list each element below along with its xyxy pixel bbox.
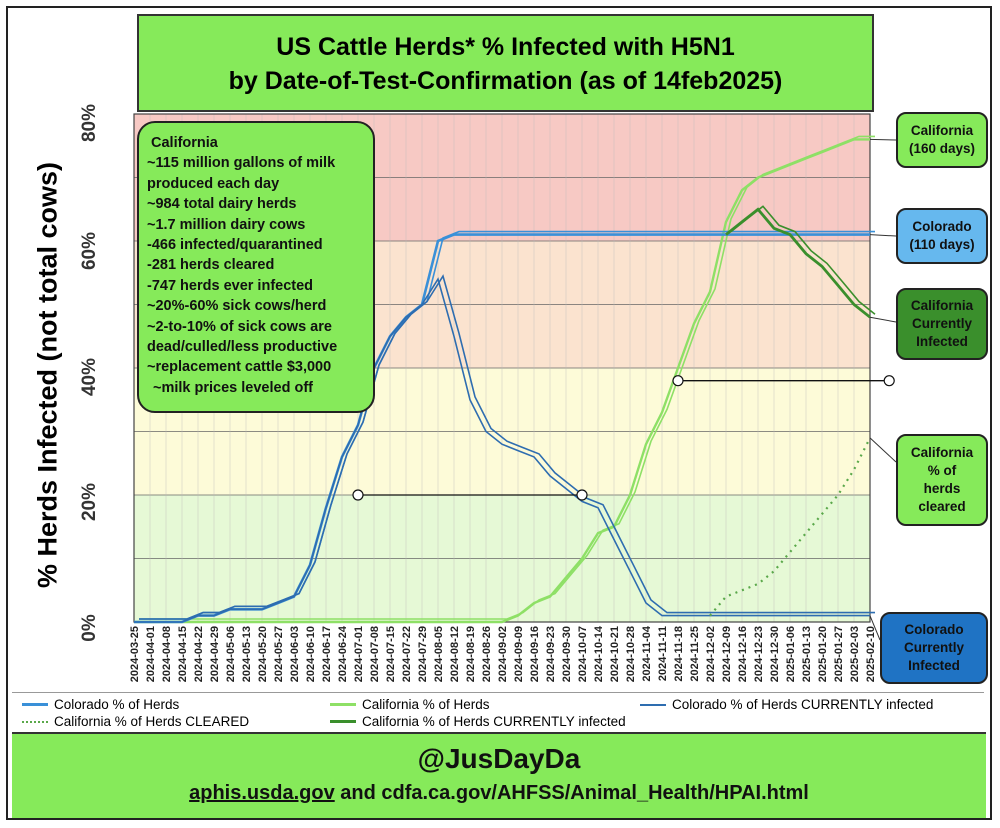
x-tick-label: 2025-01-27 bbox=[833, 626, 845, 682]
x-tick-label: 2024-09-16 bbox=[529, 626, 541, 682]
california-duration-marker-end bbox=[883, 375, 895, 387]
legend-item: California % of Herds CURRENTLY infected bbox=[330, 714, 626, 729]
legend-item: Colorado % of Herds bbox=[22, 697, 179, 712]
x-tick-label: 2024-08-12 bbox=[449, 626, 461, 682]
x-tick-label: 2024-07-29 bbox=[417, 626, 429, 682]
x-tick-label: 2024-07-22 bbox=[401, 626, 413, 682]
source-line: aphis.usda.gov and cdfa.ca.gov/AHFSS/Ani… bbox=[189, 782, 809, 804]
x-tick-label: 2024-04-01 bbox=[145, 626, 157, 682]
title-line-2: by Date-of-Test-Confirmation (as of 14fe… bbox=[228, 67, 783, 95]
series-line-colorado-current bbox=[134, 277, 870, 623]
x-tick-label: 2024-10-07 bbox=[577, 626, 589, 682]
x-tick-label: 2024-08-26 bbox=[481, 626, 493, 682]
title-line-1: US Cattle Herds* % Infected with H5N1 bbox=[276, 33, 735, 61]
callout-connector bbox=[869, 615, 881, 641]
x-tick-label: 2024-12-23 bbox=[753, 626, 765, 682]
x-tick-label: 2024-05-06 bbox=[225, 626, 237, 682]
x-tick-label: 2024-10-14 bbox=[593, 625, 605, 682]
x-tick-label: 2025-01-13 bbox=[801, 626, 813, 682]
x-tick-label: 2024-11-18 bbox=[673, 626, 685, 682]
x-tick-label: 2024-07-01 bbox=[353, 626, 365, 682]
x-tick-label: 2024-04-08 bbox=[161, 626, 173, 682]
x-tick-label: 2025-01-06 bbox=[785, 626, 797, 682]
info-line: -281 herds cleared bbox=[147, 257, 275, 274]
info-line: California bbox=[151, 135, 218, 151]
colorado-duration-marker-end bbox=[352, 489, 364, 501]
x-tick-label: 2025-02-10 bbox=[865, 626, 877, 682]
x-tick-label: 2024-08-05 bbox=[433, 626, 445, 682]
info-line: -747 herds ever infected bbox=[147, 277, 314, 294]
x-tick-label: 2024-12-09 bbox=[721, 626, 733, 682]
x-tick-label: 2024-06-03 bbox=[289, 626, 301, 682]
legend-item: California % of Herds bbox=[330, 697, 490, 712]
x-tick-label: 2024-11-04 bbox=[641, 625, 653, 682]
info-line: ~milk prices leveled off bbox=[153, 379, 313, 396]
info-line: -466 infected/quarantined bbox=[147, 237, 323, 254]
x-tick-label: 2024-11-11 bbox=[657, 626, 669, 681]
info-line: ~20%-60% sick cows/herd bbox=[147, 298, 327, 315]
source-link[interactable]: aphis.usda.gov bbox=[189, 782, 335, 804]
california-total-callout: California (160 days) bbox=[896, 112, 988, 168]
info-line: ~1.7 million dairy cows bbox=[147, 216, 306, 233]
x-tick-label: 2024-09-23 bbox=[545, 626, 557, 682]
info-line: produced each day bbox=[147, 175, 280, 192]
series-line-colorado-current bbox=[139, 274, 875, 620]
info-line: ~984 total dairy herds bbox=[147, 196, 297, 213]
x-tick-label: 2024-05-13 bbox=[241, 626, 253, 682]
info-line: ~replacement cattle $3,000 bbox=[147, 359, 332, 376]
x-tick-label: 2024-04-15 bbox=[177, 626, 189, 682]
info-line: ~115 million gallons of milk bbox=[147, 155, 336, 172]
x-tick-label: 2024-03-25 bbox=[129, 626, 141, 682]
x-tick-label: 2024-06-10 bbox=[305, 626, 317, 682]
x-tick-label: 2024-12-02 bbox=[705, 626, 717, 682]
x-tick-label: 2024-09-30 bbox=[561, 626, 573, 682]
callout-connector bbox=[869, 437, 897, 463]
x-tick-label: 2025-02-03 bbox=[849, 626, 861, 682]
callout-connector bbox=[869, 316, 897, 323]
x-tick-label: 2024-07-08 bbox=[369, 626, 381, 682]
info-line: dead/culled/less productive bbox=[147, 339, 338, 356]
x-tick-label: 2024-09-02 bbox=[497, 626, 509, 682]
footer: @JusDayDa aphis.usda.gov and cdfa.ca.gov… bbox=[12, 732, 986, 818]
author-handle: @JusDayDa bbox=[417, 743, 581, 774]
x-tick-label: 2024-06-17 bbox=[321, 626, 333, 682]
california-cleared-callout: California % of herds cleared bbox=[896, 434, 988, 526]
callout-connector bbox=[869, 234, 897, 237]
x-tick-label: 2024-04-29 bbox=[209, 626, 221, 682]
x-tick-label: 2024-05-20 bbox=[257, 626, 269, 682]
series-line-california-cleared bbox=[709, 437, 871, 617]
colorado-duration-marker-end bbox=[576, 489, 588, 501]
legend-item: California % of Herds CLEARED bbox=[22, 714, 249, 729]
x-tick-label: 2024-09-09 bbox=[513, 626, 525, 682]
california-duration-marker-end bbox=[672, 375, 684, 387]
x-tick-label: 2024-11-25 bbox=[689, 626, 701, 682]
x-tick-label: 2025-01-20 bbox=[817, 626, 829, 682]
chart-legend: Colorado % of Herds California % of Herd… bbox=[12, 692, 984, 734]
legend-item: Colorado % of Herds CURRENTLY infected bbox=[640, 697, 933, 712]
california-info-box: California ~115 million gallons of milk … bbox=[137, 121, 375, 413]
series-line-california-current bbox=[725, 207, 871, 319]
colorado-current-callout: Colorado Currently Infected bbox=[880, 612, 988, 684]
x-tick-label: 2024-06-24 bbox=[337, 625, 349, 682]
x-tick-label: 2024-05-27 bbox=[273, 626, 285, 682]
colorado-total-callout: Colorado (110 days) bbox=[896, 208, 988, 264]
x-tick-label: 2024-12-30 bbox=[769, 626, 781, 682]
x-tick-label: 2024-07-15 bbox=[385, 626, 397, 682]
california-current-callout: California Currently Infected bbox=[896, 288, 988, 360]
x-tick-label: 2024-12-16 bbox=[737, 626, 749, 682]
x-tick-label: 2024-10-28 bbox=[625, 626, 637, 682]
x-tick-label: 2024-04-22 bbox=[193, 626, 205, 682]
callout-connector bbox=[869, 138, 897, 141]
chart-title: US Cattle Herds* % Infected with H5N1 by… bbox=[137, 14, 874, 112]
series-line-california bbox=[134, 138, 870, 624]
info-line: ~2-to-10% of sick cows are bbox=[147, 318, 332, 335]
x-tick-label: 2024-10-21 bbox=[609, 626, 621, 682]
x-tick-label: 2024-08-19 bbox=[465, 626, 477, 682]
